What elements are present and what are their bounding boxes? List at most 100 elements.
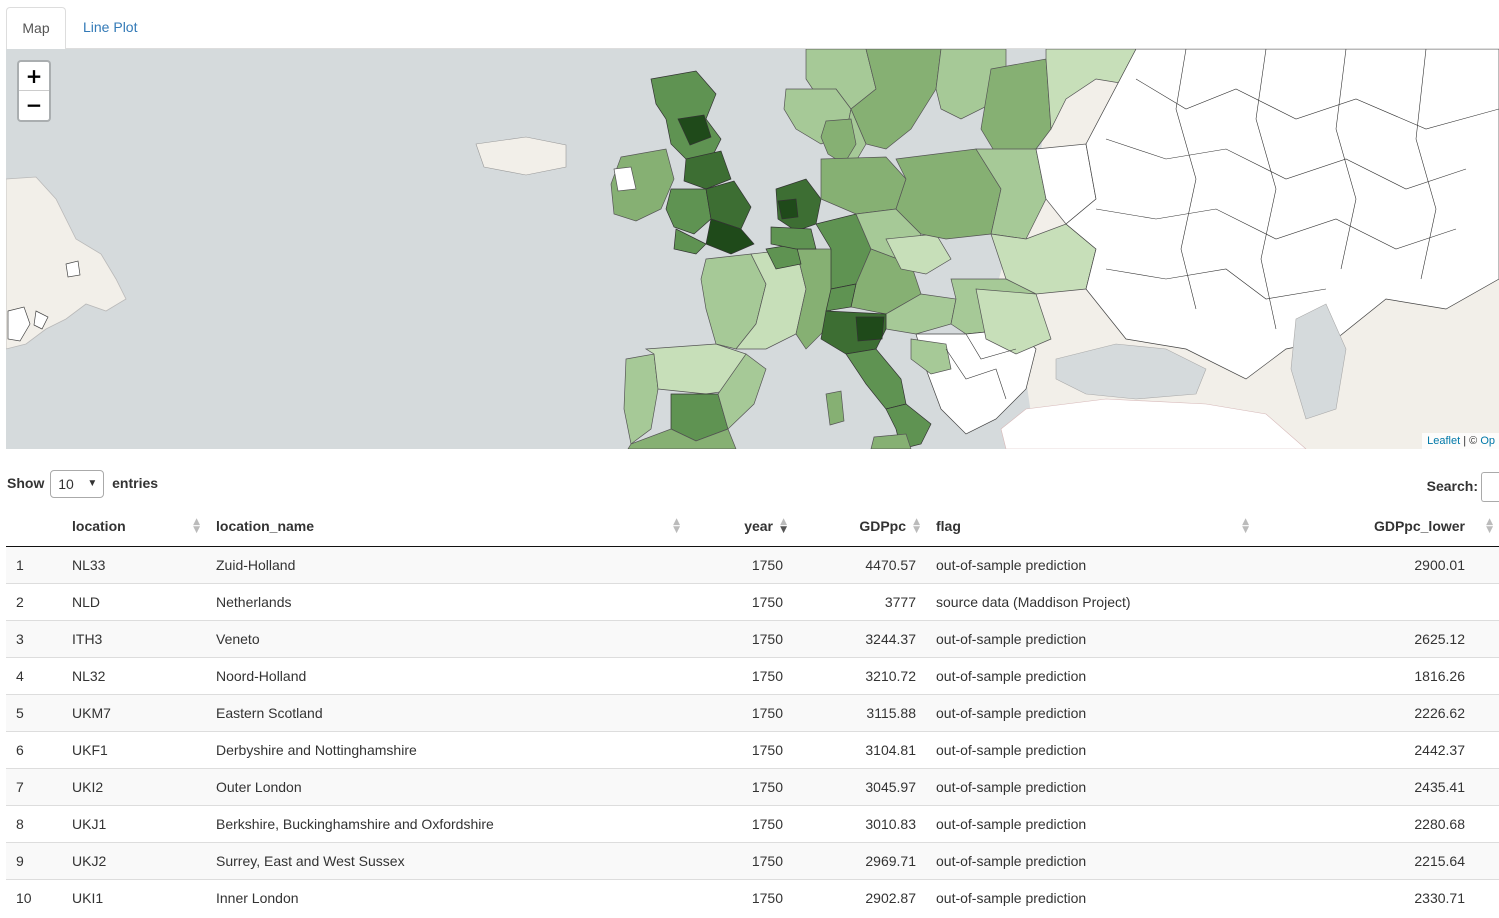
column-header-flag[interactable]: flag ▲ ▼ xyxy=(926,507,1255,547)
cell-index: 7 xyxy=(6,767,62,805)
data-table: location ▲ ▼ location_name ▲ ▼ year ▲ ▼ GDPpc ▲… xyxy=(6,507,1499,916)
table-row[interactable]: 3 ITH3 Veneto 1750 3244.37 out-of-sample pred… xyxy=(6,619,1499,657)
map-region-switzerland xyxy=(825,283,857,312)
cell-flag: out-of-sample prediction xyxy=(926,841,1255,879)
cell-flag: out-of-sample prediction xyxy=(926,730,1255,768)
table-row[interactable]: 9 UKJ2 Surrey, East and West Sussex 1750 296… xyxy=(6,841,1499,879)
cell-location-name: Netherlands xyxy=(206,582,686,620)
cell-year: 1750 xyxy=(686,878,793,916)
choropleth-map[interactable]: + − Leaflet | © Op xyxy=(6,49,1499,449)
cell-gdppc: 3104.81 xyxy=(793,730,926,768)
cell-gdppc-lower: 2900.01 xyxy=(1255,545,1499,583)
show-label: Show xyxy=(7,475,45,491)
cell-location: UKM7 xyxy=(62,693,206,731)
cell-gdppc-lower: 1816.26 xyxy=(1255,656,1499,694)
map-region-turkey xyxy=(1000,398,1307,449)
cell-location: NL32 xyxy=(62,656,206,694)
column-header-location[interactable]: location ▲ ▼ xyxy=(62,507,206,547)
table-controls: Show 10 ▼ entries Search: xyxy=(6,468,1499,503)
table-row[interactable]: 4 NL32 Noord-Holland 1750 3210.72 out-of-samp… xyxy=(6,656,1499,694)
map-region-italy-center xyxy=(845,348,907,410)
cell-flag: out-of-sample prediction xyxy=(926,545,1255,583)
cell-location-name: Derbyshire and Nottinghamshire xyxy=(206,730,686,768)
cell-gdppc: 3777 xyxy=(793,582,926,620)
sort-icon: ▲ ▼ xyxy=(1242,517,1249,535)
map-region-sw-england xyxy=(673,228,707,255)
sort-icon: ▲ ▼ xyxy=(913,517,920,535)
chevron-down-icon: ▼ xyxy=(87,478,98,490)
search-label: Search: xyxy=(1426,478,1478,494)
entries-select[interactable]: 10 ▼ xyxy=(50,470,105,499)
column-header-gdppc-label: GDPpc xyxy=(859,518,906,535)
cell-year: 1750 xyxy=(686,619,793,657)
entries-label: entries xyxy=(112,475,159,491)
table-row[interactable]: 2 NLD Netherlands 1750 3777 source data (Madd… xyxy=(6,582,1499,620)
column-header-location-name-label: location_name xyxy=(216,518,315,535)
column-header-location-label: location xyxy=(72,518,126,535)
attribution-separator: | © xyxy=(1460,435,1481,447)
zoom-out-button[interactable]: − xyxy=(25,93,43,117)
cell-flag: out-of-sample prediction xyxy=(926,656,1255,694)
column-header-year[interactable]: year ▲ ▼ xyxy=(686,507,793,547)
cell-year: 1750 xyxy=(686,582,793,620)
search-input[interactable] xyxy=(1481,472,1499,503)
cell-flag: out-of-sample prediction xyxy=(926,619,1255,657)
cell-gdppc-lower: 2435.41 xyxy=(1255,767,1499,805)
cell-location: NL33 xyxy=(62,545,206,583)
map-region-baltics xyxy=(980,58,1052,155)
sort-icon: ▲ ▼ xyxy=(673,517,680,535)
cell-gdppc: 2902.87 xyxy=(793,878,926,916)
table-row[interactable]: 7 UKI2 Outer London 1750 3045.97 out-of-sampl… xyxy=(6,767,1499,805)
cell-location-name: Noord-Holland xyxy=(206,656,686,694)
column-header-gdppc-lower[interactable]: GDPpc_lower ▲ ▼ xyxy=(1255,507,1499,547)
map-attribution: Leaflet | © Op xyxy=(1422,433,1499,449)
cell-gdppc-lower xyxy=(1255,582,1499,620)
cell-year: 1750 xyxy=(686,841,793,879)
leaflet-link[interactable]: Leaflet xyxy=(1427,435,1461,447)
map-canvas[interactable] xyxy=(6,49,1499,449)
zoom-in-button[interactable]: + xyxy=(19,62,49,91)
cell-gdppc-lower: 2442.37 xyxy=(1255,730,1499,768)
table-row[interactable]: 5 UKM7 Eastern Scotland 1750 3115.88 out-of-s… xyxy=(6,693,1499,731)
table-row[interactable]: 8 UKJ1 Berkshire, Buckinghamshire and Oxfo… xyxy=(6,804,1499,842)
map-region-scotland xyxy=(650,70,722,160)
column-header-location-name[interactable]: location_name ▲ ▼ xyxy=(206,507,686,547)
map-region-belgium xyxy=(770,226,817,250)
map-region-italy-south xyxy=(885,403,932,449)
cell-gdppc: 3045.97 xyxy=(793,767,926,805)
cell-index: 1 xyxy=(6,545,62,583)
cell-gdppc: 3210.72 xyxy=(793,656,926,694)
map-region-russia xyxy=(1065,49,1499,380)
cell-gdppc-lower: 2330.71 xyxy=(1255,878,1499,916)
cell-location-name: Inner London xyxy=(206,878,686,916)
cell-gdppc: 2969.71 xyxy=(793,841,926,879)
cell-gdppc-lower: 2226.62 xyxy=(1255,693,1499,731)
map-region-portugal xyxy=(623,353,659,445)
cell-index: 5 xyxy=(6,693,62,731)
map-water-caspian xyxy=(1290,303,1347,420)
osm-link[interactable]: Op xyxy=(1480,435,1495,447)
cell-gdppc: 4470.57 xyxy=(793,545,926,583)
entries-length-control: Show 10 ▼ entries xyxy=(7,468,159,499)
map-region-wales xyxy=(665,188,712,235)
table-row[interactable]: 10 UKI1 Inner London 1750 2902.87 out-of-samp… xyxy=(6,878,1499,916)
map-region-germany-north xyxy=(820,156,907,215)
map-region-se-england xyxy=(705,218,755,255)
cell-gdppc: 3244.37 xyxy=(793,619,926,657)
column-header-gdppc[interactable]: GDPpc ▲ ▼ xyxy=(793,507,926,547)
table-row[interactable]: 6 UKF1 Derbyshire and Nottinghamshire 1750 3… xyxy=(6,730,1499,768)
sort-icon: ▲ ▼ xyxy=(1486,517,1493,535)
cell-location: UKI2 xyxy=(62,767,206,805)
tab-map[interactable]: Map xyxy=(6,7,66,50)
cell-location-name: Veneto xyxy=(206,619,686,657)
map-region-midlands xyxy=(705,180,752,230)
cell-location-name: Berkshire, Buckinghamshire and Oxfordshi… xyxy=(206,804,686,842)
cell-year: 1750 xyxy=(686,693,793,731)
cell-location-name: Eastern Scotland xyxy=(206,693,686,731)
search-control: Search: xyxy=(1426,471,1499,503)
tab-line-plot[interactable]: Line Plot xyxy=(83,19,138,35)
cell-location: UKJ2 xyxy=(62,841,206,879)
column-header-gdppc-lower-label: GDPpc_lower xyxy=(1373,518,1465,535)
cell-location: ITH3 xyxy=(62,619,206,657)
table-row[interactable]: 1 NL33 Zuid-Holland 1750 4470.57 out-of-sampl… xyxy=(6,545,1499,583)
